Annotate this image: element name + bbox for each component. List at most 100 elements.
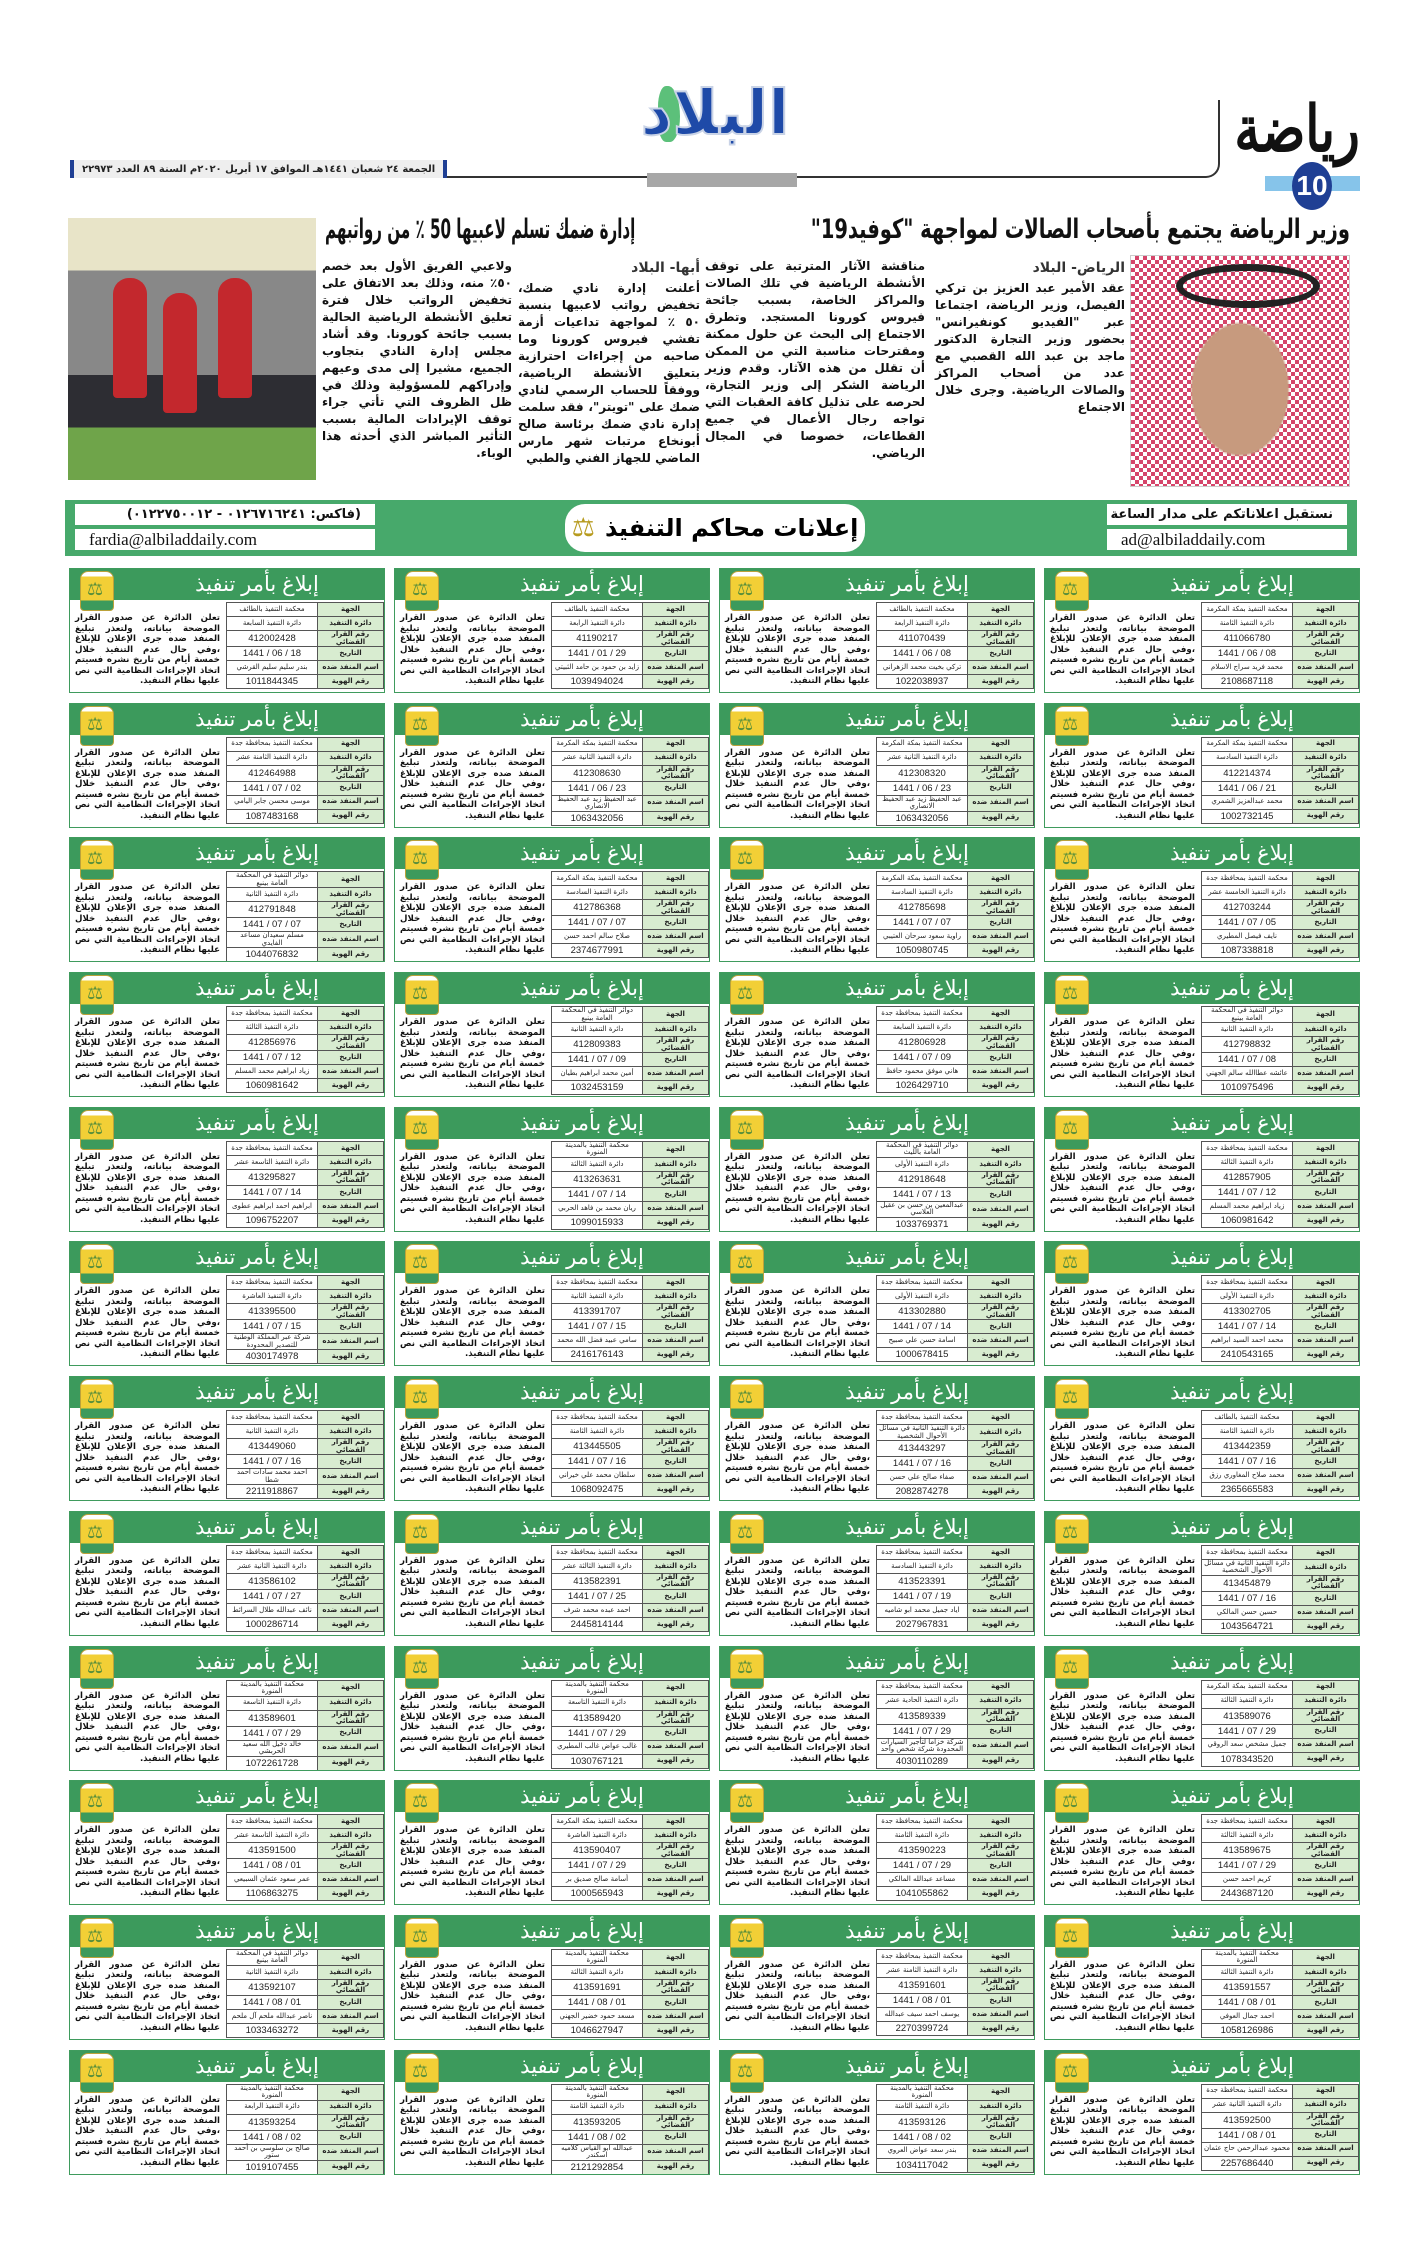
notice-row-decision: رقم القرار القضائي 413591601: [876, 1976, 1034, 1994]
field-value-jiha: محكمة التنفيذ بمحافظة جدة: [226, 1410, 318, 1426]
field-label: اسم المنفذ ضده: [967, 2143, 1034, 2159]
field-value-debtor: محمد عبدالعزيز الشمري: [1201, 794, 1293, 810]
notice-title: إبلاغ بأمر تنفيذ: [395, 2050, 709, 2082]
field-value-circle: دائرة التنفيذ السادسة: [551, 885, 643, 901]
field-value-decision: 413295827: [226, 1168, 318, 1186]
field-value-decision: 413589601: [226, 1709, 318, 1727]
field-value-date: 13 / 07 / 1441: [876, 1186, 968, 1202]
notice-row-debtor: اسم المنفذ ضده محمد عبدالعزيز الشمري: [1201, 794, 1359, 810]
notice-row-decision: رقم القرار القضائي 411070439: [876, 630, 1034, 647]
notice-details-table: الجهة محكمة التنفيذ بمحافظة جدة دائرة التن…: [1201, 871, 1359, 959]
field-value-id: 1002732145: [1201, 808, 1293, 824]
field-value-circle: دائرة التنفيذ الثانية في مسائل الأحوال ا…: [876, 1424, 968, 1442]
banner-ad-email[interactable]: ad@albiladdaily.com: [1107, 529, 1347, 550]
field-label: دائرة التنفيذ: [642, 616, 709, 631]
notice-title: إبلاغ بأمر تنفيذ: [70, 1107, 384, 1139]
notice-details-table: الجهة محكمة التنفيذ بمحافظة جدة دائرة التن…: [226, 1410, 384, 1500]
field-value-date: 16 / 07 / 1441: [876, 1456, 968, 1472]
notice-row-decision: رقم القرار القضائي 413592500: [1201, 2111, 1359, 2129]
field-value-jiha: محكمة التنفيذ بالطائف: [551, 602, 643, 617]
field-value-debtor: احمد محمد سادات احمد شطا: [226, 1468, 318, 1486]
notice-body: تعلن الدائرة عن صدور القرار الموضحة بيان…: [1050, 1690, 1195, 1764]
field-label: دائرة التنفيذ: [1292, 885, 1359, 901]
notice-row-debtor: اسم المنفذ ضده احمد جمال العوفي: [1201, 2008, 1359, 2024]
field-value-jiha: محكمة التنفيذ بمكة المكرمة: [876, 736, 968, 752]
field-value-decision: 412809383: [551, 1036, 643, 1054]
notice-row-date: التاريخ 29 / 07 / 1441: [876, 1723, 1034, 1739]
notice-row-circle: دائرة التنفيذ دائرة التنفيذ الخامسة عشر: [1201, 885, 1359, 901]
banner-fax-email[interactable]: fardia@albiladdaily.com: [75, 529, 375, 550]
notice-row-debtor: اسم المنفذ ضده ناصر عبدالله ملحم آل ملحم: [226, 2008, 384, 2024]
notice-row-date: التاريخ 27 / 07 / 1441: [226, 1588, 384, 1604]
field-label: رقم الهوية: [642, 1347, 709, 1363]
notice-body: تعلن الدائرة عن صدور القرار الموضحة بيان…: [75, 882, 220, 956]
notice-details-table: الجهة محكمة التنفيذ بمكة المكرمة دائرة الت…: [876, 736, 1034, 826]
notice-title: إبلاغ بأمر تنفيذ: [395, 1377, 709, 1409]
field-label: التاريخ: [1292, 1858, 1359, 1874]
field-label: التاريخ: [1292, 1184, 1359, 1200]
notice-row-circle: دائرة التنفيذ دائرة التنفيذ الرابعة: [551, 616, 709, 631]
field-label: اسم المنفذ ضده: [1292, 2008, 1359, 2024]
notice-title: إبلاغ بأمر تنفيذ: [70, 1377, 384, 1409]
field-label: دائرة التنفيذ: [642, 1558, 709, 1574]
notice-row-debtor: اسم المنفذ ضده يوسف احمد سيف عبدالله: [876, 2006, 1034, 2022]
field-value-decision: 413395500: [226, 1303, 318, 1321]
notice-row-circle: دائرة التنفيذ دائرة التنفيذ العاشرة: [551, 1828, 709, 1844]
notice-details-table: الجهة محكمة التنفيذ بمحافظة جدة دائرة التن…: [876, 1814, 1034, 1902]
notice-row-debtor: اسم المنفذ ضده عبد الحفيظ زيد عبد الحفيظ …: [876, 794, 1034, 812]
notice-row-jiha: الجهة محكمة التنفيذ بمحافظة جدة: [1201, 1544, 1359, 1560]
field-label: رقم الهوية: [1292, 1347, 1359, 1363]
notice-details-table: الجهة محكمة التنفيذ بالمدينة المنورة دائرة…: [226, 1679, 384, 1770]
field-label: اسم المنفذ ضده: [317, 1468, 384, 1486]
field-value-date: 15 / 07 / 1441: [226, 1319, 318, 1335]
field-value-id: 1068092475: [551, 1482, 643, 1498]
field-value-jiha: محكمة التنفيذ بمحافظة جدة: [551, 1275, 643, 1291]
notice-row-date: التاريخ 01 / 08 / 1441: [226, 1994, 384, 2010]
notice-row-debtor: اسم المنفذ ضده صفاء صالح علي حسن: [876, 1470, 1034, 1486]
field-label: رقم الهوية: [967, 1078, 1034, 1094]
field-value-jiha: محكمة التنفيذ بمحافظة جدة: [876, 1275, 968, 1291]
field-label: رقم القرار القضائي: [317, 1168, 384, 1186]
notice-title: إبلاغ بأمر تنفيذ: [1045, 703, 1359, 735]
field-label: دائرة التنفيذ: [317, 1020, 384, 1036]
notice-title: إبلاغ بأمر تنفيذ: [1045, 838, 1359, 870]
field-value-jiha: محكمة التنفيذ بمحافظة جدة: [226, 1544, 318, 1560]
field-label: رقم الهوية: [317, 1755, 384, 1770]
notice-row-id: رقم الهوية 1033463272: [226, 2022, 384, 2038]
field-value-date: 25 / 07 / 1441: [551, 1588, 643, 1604]
field-value-jiha: محكمة التنفيذ بالطائف: [226, 602, 318, 617]
field-label: رقم القرار القضائي: [1292, 630, 1359, 647]
notice-row-debtor: اسم المنفذ ضده احمد عبده محمد شرف: [551, 1602, 709, 1618]
field-value-debtor: عبدالمعين بن حسن بن عقيل العلاسي: [876, 1200, 968, 1218]
notice-row-date: التاريخ 29 / 07 / 1441: [1201, 1858, 1359, 1874]
field-label: دائرة التنفيذ: [317, 1289, 384, 1305]
notice-body: تعلن الدائرة عن صدور القرار الموضحة بيان…: [400, 1151, 545, 1225]
field-value-debtor: احمد عبده محمد شرف: [551, 1602, 643, 1618]
field-value-date: 02 / 08 / 1441: [551, 2129, 643, 2145]
field-value-circle: دائرة التنفيذ التاسعة: [226, 1695, 318, 1711]
field-label: رقم القرار القضائي: [317, 1438, 384, 1456]
field-label: رقم الهوية: [317, 808, 384, 824]
field-label: الجهة: [967, 871, 1034, 887]
field-value-decision: 412806928: [876, 1034, 968, 1052]
field-value-jiha: محكمة التنفيذ بمحافظة جدة: [226, 1814, 318, 1830]
notice-row-date: التاريخ 29 / 07 / 1441: [1201, 1723, 1359, 1739]
notice-row-id: رقم الهوية 2108687118: [1201, 674, 1359, 689]
field-label: التاريخ: [1292, 915, 1359, 931]
notice-row-jiha: الجهة محكمة التنفيذ بمحافظة جدة: [226, 1006, 384, 1022]
field-label: رقم الهوية: [642, 1616, 709, 1632]
notice-row-decision: رقم القرار القضائي 413593126: [876, 2113, 1034, 2131]
ministry-of-justice-seal-icon: [80, 975, 114, 1016]
notice-row-debtor: اسم المنفذ ضده حسين حسن المالكي: [1201, 1604, 1359, 1620]
notice-row-date: التاريخ 09 / 07 / 1441: [876, 1050, 1034, 1066]
notice-row-id: رقم الهوية 1030767121: [551, 1753, 709, 1769]
field-label: اسم المنفذ ضده: [642, 1066, 709, 1082]
field-value-debtor: بندر سعد عواض العروي: [876, 2143, 968, 2159]
field-value-decision: 413523391: [876, 1572, 968, 1590]
ministry-of-justice-seal-icon: [405, 1648, 439, 1689]
